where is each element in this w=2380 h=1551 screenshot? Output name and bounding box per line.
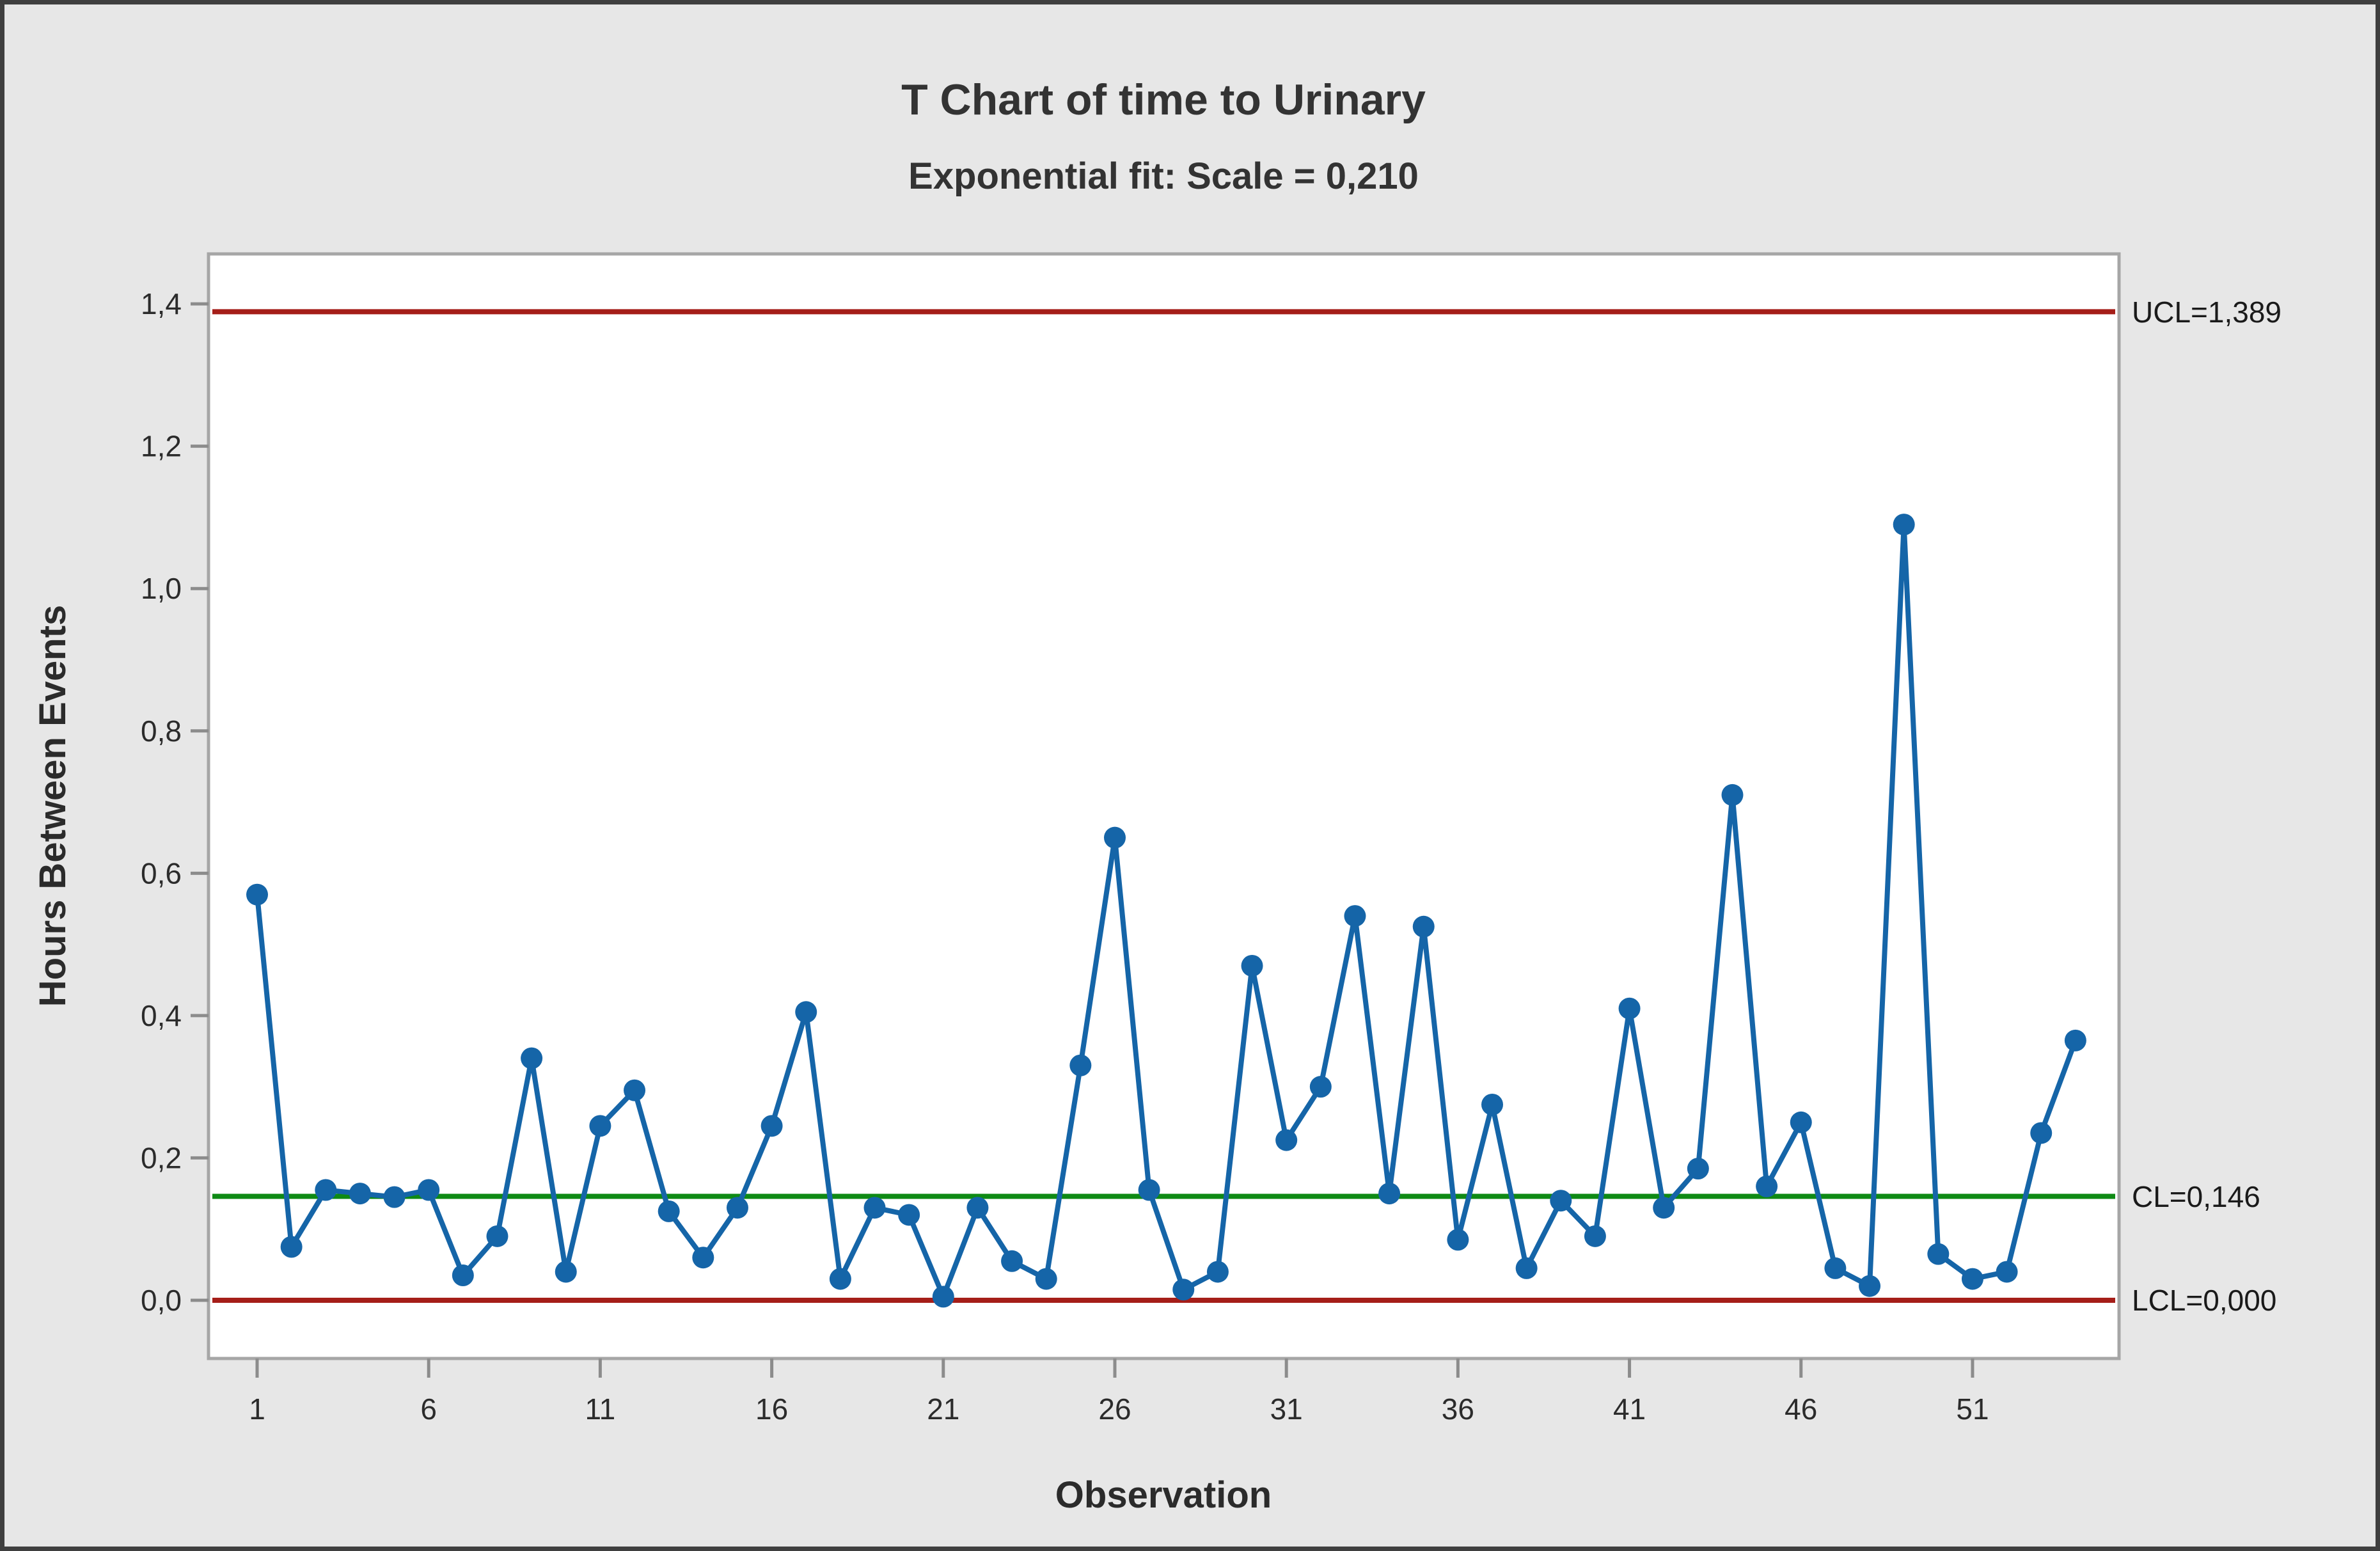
x-tick-label: 46: [1785, 1392, 1817, 1426]
data-point-marker: [246, 883, 269, 906]
data-point-marker: [692, 1247, 714, 1269]
data-series: [246, 514, 2086, 1308]
data-point-marker: [1103, 826, 1126, 849]
data-point-marker: [726, 1197, 748, 1219]
data-point-marker: [1961, 1268, 1983, 1290]
x-tick-label: 21: [927, 1392, 959, 1426]
y-tick-label: 0,6: [141, 856, 182, 890]
data-point-marker: [658, 1200, 680, 1222]
data-point-marker: [1927, 1243, 1950, 1265]
y-tick-label: 0,0: [141, 1284, 182, 1317]
data-point-marker: [452, 1264, 474, 1287]
x-tick-label: 31: [1270, 1392, 1303, 1426]
data-point-marker: [863, 1197, 886, 1219]
data-point-marker: [1618, 997, 1641, 1020]
data-point-marker: [555, 1261, 577, 1283]
y-axis-label: Hours Between Events: [32, 605, 74, 1007]
data-point-marker: [1275, 1129, 1298, 1151]
data-point-marker: [898, 1204, 920, 1226]
data-point-marker: [1721, 783, 1744, 806]
data-point-marker: [1241, 954, 1263, 977]
data-point-marker: [418, 1179, 440, 1201]
data-point-marker: [315, 1179, 337, 1201]
x-tick-label: 26: [1098, 1392, 1131, 1426]
cl-annotation: CL=0,146: [2132, 1180, 2260, 1213]
data-point-marker: [280, 1236, 303, 1258]
chart-subtitle: Exponential fit: Scale = 0,210: [908, 155, 1419, 197]
x-tick-label: 41: [1613, 1392, 1646, 1426]
x-axis-label: Observation: [1055, 1474, 1272, 1516]
x-tick-label: 36: [1442, 1392, 1474, 1426]
data-point-marker: [1001, 1250, 1023, 1272]
y-tick-label: 1,4: [141, 287, 182, 320]
data-point-marker: [1653, 1197, 1675, 1219]
y-tick-label: 0,4: [141, 999, 182, 1032]
data-point-marker: [1790, 1111, 1812, 1133]
data-point-marker: [1584, 1225, 1606, 1247]
data-point-marker: [1412, 915, 1435, 938]
y-tick-label: 0,8: [141, 714, 182, 748]
y-tick-label: 1,2: [141, 430, 182, 463]
data-point-marker: [760, 1115, 783, 1137]
data-point-marker: [349, 1183, 371, 1205]
data-point-marker: [1206, 1261, 1229, 1283]
data-point-marker: [2064, 1029, 2086, 1051]
x-tick-label: 51: [1956, 1392, 1989, 1426]
data-point-marker: [486, 1225, 508, 1247]
data-point-marker: [1515, 1257, 1538, 1279]
limit-annotations: UCL=1,389 CL=0,146 LCL=0,000: [2132, 295, 2281, 1317]
y-tick-label: 1,0: [141, 572, 182, 605]
series-line: [255, 524, 2078, 1304]
axis-ticks: 0,00,20,40,60,81,01,21,41 6 11 16 21 26 31 36 41…: [141, 287, 1989, 1426]
t-chart: T Chart of time to Urinary Exponential f…: [32, 75, 2281, 1516]
x-tick-label: 11: [585, 1392, 616, 1426]
data-point-marker: [1447, 1229, 1469, 1251]
data-point-marker: [1756, 1175, 1778, 1197]
x-tick-label: 1: [249, 1392, 265, 1426]
data-point-marker: [383, 1186, 406, 1208]
data-point-marker: [1687, 1158, 1709, 1180]
ucl-annotation: UCL=1,389: [2132, 295, 2281, 329]
lcl-annotation: LCL=0,000: [2132, 1284, 2276, 1317]
data-point-marker: [1069, 1054, 1092, 1076]
data-point-marker: [1309, 1076, 1332, 1098]
data-point-marker: [1481, 1093, 1504, 1115]
data-point-marker: [1996, 1261, 2018, 1283]
data-point-marker: [1378, 1183, 1401, 1205]
data-point-marker: [1859, 1275, 1881, 1297]
data-point-marker: [1035, 1268, 1057, 1290]
data-point-marker: [1138, 1179, 1160, 1201]
data-point-marker: [1550, 1190, 1572, 1212]
data-point-marker: [521, 1047, 543, 1069]
data-point-marker: [795, 1001, 817, 1023]
control-limit-lines: [212, 309, 2115, 1303]
data-point-marker: [1824, 1257, 1847, 1279]
data-point-marker: [589, 1115, 611, 1137]
data-point-marker: [624, 1079, 646, 1101]
x-tick-label: 16: [755, 1392, 788, 1426]
data-point-marker: [2030, 1122, 2053, 1144]
chart-title: T Chart of time to Urinary: [901, 75, 1426, 124]
y-tick-label: 0,2: [141, 1141, 182, 1174]
data-point-marker: [932, 1286, 954, 1308]
data-point-marker: [1344, 905, 1366, 927]
data-point-marker: [1172, 1279, 1195, 1301]
data-point-marker: [829, 1268, 851, 1290]
plot-area: [207, 252, 2121, 1360]
data-point-marker: [1893, 514, 1915, 536]
x-tick-label: 6: [420, 1392, 437, 1426]
data-point-marker: [966, 1197, 989, 1219]
